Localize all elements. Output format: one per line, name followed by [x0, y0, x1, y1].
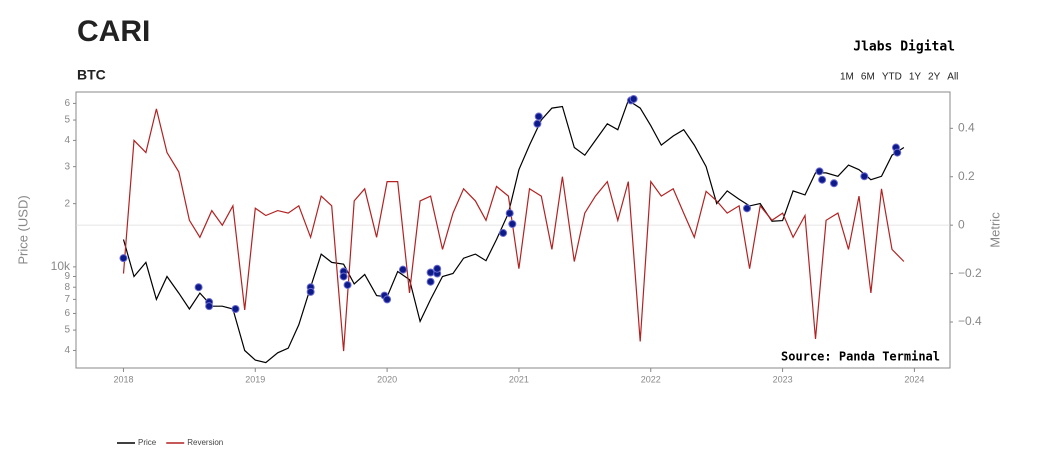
- y-tick-label: 4: [64, 345, 70, 356]
- range-button[interactable]: YTD: [882, 72, 902, 83]
- y-tick-label: 9: [64, 271, 70, 282]
- range-button[interactable]: 1M: [840, 72, 854, 83]
- chart-subtitle: BTC: [77, 67, 106, 83]
- y-tick-label: 2: [64, 198, 70, 209]
- y-tick-label: 5: [64, 115, 70, 126]
- signal-marker: [119, 254, 128, 263]
- signal-marker: [383, 295, 392, 304]
- legend-label: Reversion: [187, 438, 223, 447]
- y2-tick-label: −0.4: [958, 314, 982, 328]
- signal-marker: [860, 172, 869, 181]
- y2-axis-title: Metric: [987, 212, 1002, 248]
- range-button[interactable]: 6M: [861, 72, 875, 83]
- y2-tick-label: 0.4: [958, 120, 975, 134]
- signal-marker: [499, 228, 508, 237]
- signal-marker: [534, 112, 543, 121]
- x-tick-label: 2022: [641, 374, 661, 384]
- plot-frame: [75, 91, 951, 369]
- series-line: [122, 108, 905, 352]
- signal-marker: [306, 287, 315, 296]
- signal-marker: [339, 272, 348, 281]
- y-tick-label: 8: [64, 282, 70, 293]
- signal-marker: [231, 305, 240, 314]
- signal-marker: [343, 280, 352, 289]
- annotation: Source: Panda Terminal: [781, 350, 940, 364]
- y-tick-label: 10k: [51, 259, 71, 273]
- signal-marker: [205, 302, 214, 311]
- signal-marker: [742, 204, 751, 213]
- signal-marker: [829, 179, 838, 188]
- signal-marker: [505, 209, 514, 218]
- series-line: [122, 99, 905, 364]
- chart-title: CARI: [77, 15, 150, 48]
- x-tick-label: 2020: [377, 374, 397, 384]
- signal-marker: [426, 277, 435, 286]
- y-tick-label: 4: [64, 135, 70, 146]
- legend-label: Price: [138, 438, 157, 447]
- signal-marker: [629, 94, 638, 103]
- signal-marker: [815, 167, 824, 176]
- signal-marker: [433, 264, 442, 273]
- y2-tick-label: 0: [958, 217, 965, 231]
- x-tick-label: 2021: [509, 374, 529, 384]
- x-tick-label: 2018: [113, 374, 133, 384]
- range-button[interactable]: 1Y: [909, 72, 922, 83]
- signal-marker: [426, 268, 435, 277]
- brand: Jlabs Digital: [853, 40, 955, 55]
- y2-tick-label: 0.2: [958, 169, 975, 183]
- y-tick-label: 6: [64, 98, 70, 109]
- y-tick-label: 5: [64, 325, 70, 336]
- range-button[interactable]: All: [947, 72, 958, 83]
- signal-marker: [533, 119, 542, 128]
- y2-tick-label: −0.2: [958, 266, 982, 280]
- x-tick-label: 2019: [245, 374, 265, 384]
- x-tick-label: 2023: [773, 374, 793, 384]
- x-tick-label: 2024: [904, 374, 924, 384]
- y-tick-label: 3: [64, 161, 70, 172]
- signal-marker: [194, 283, 203, 292]
- y-axis-title: Price (USD): [15, 195, 30, 264]
- y-tick-label: 6: [64, 308, 70, 319]
- signal-marker: [893, 148, 902, 157]
- signal-marker: [818, 175, 827, 184]
- range-button[interactable]: 2Y: [928, 72, 941, 83]
- signal-marker: [398, 265, 407, 274]
- signal-marker: [508, 219, 517, 228]
- y-tick-label: 7: [64, 294, 70, 305]
